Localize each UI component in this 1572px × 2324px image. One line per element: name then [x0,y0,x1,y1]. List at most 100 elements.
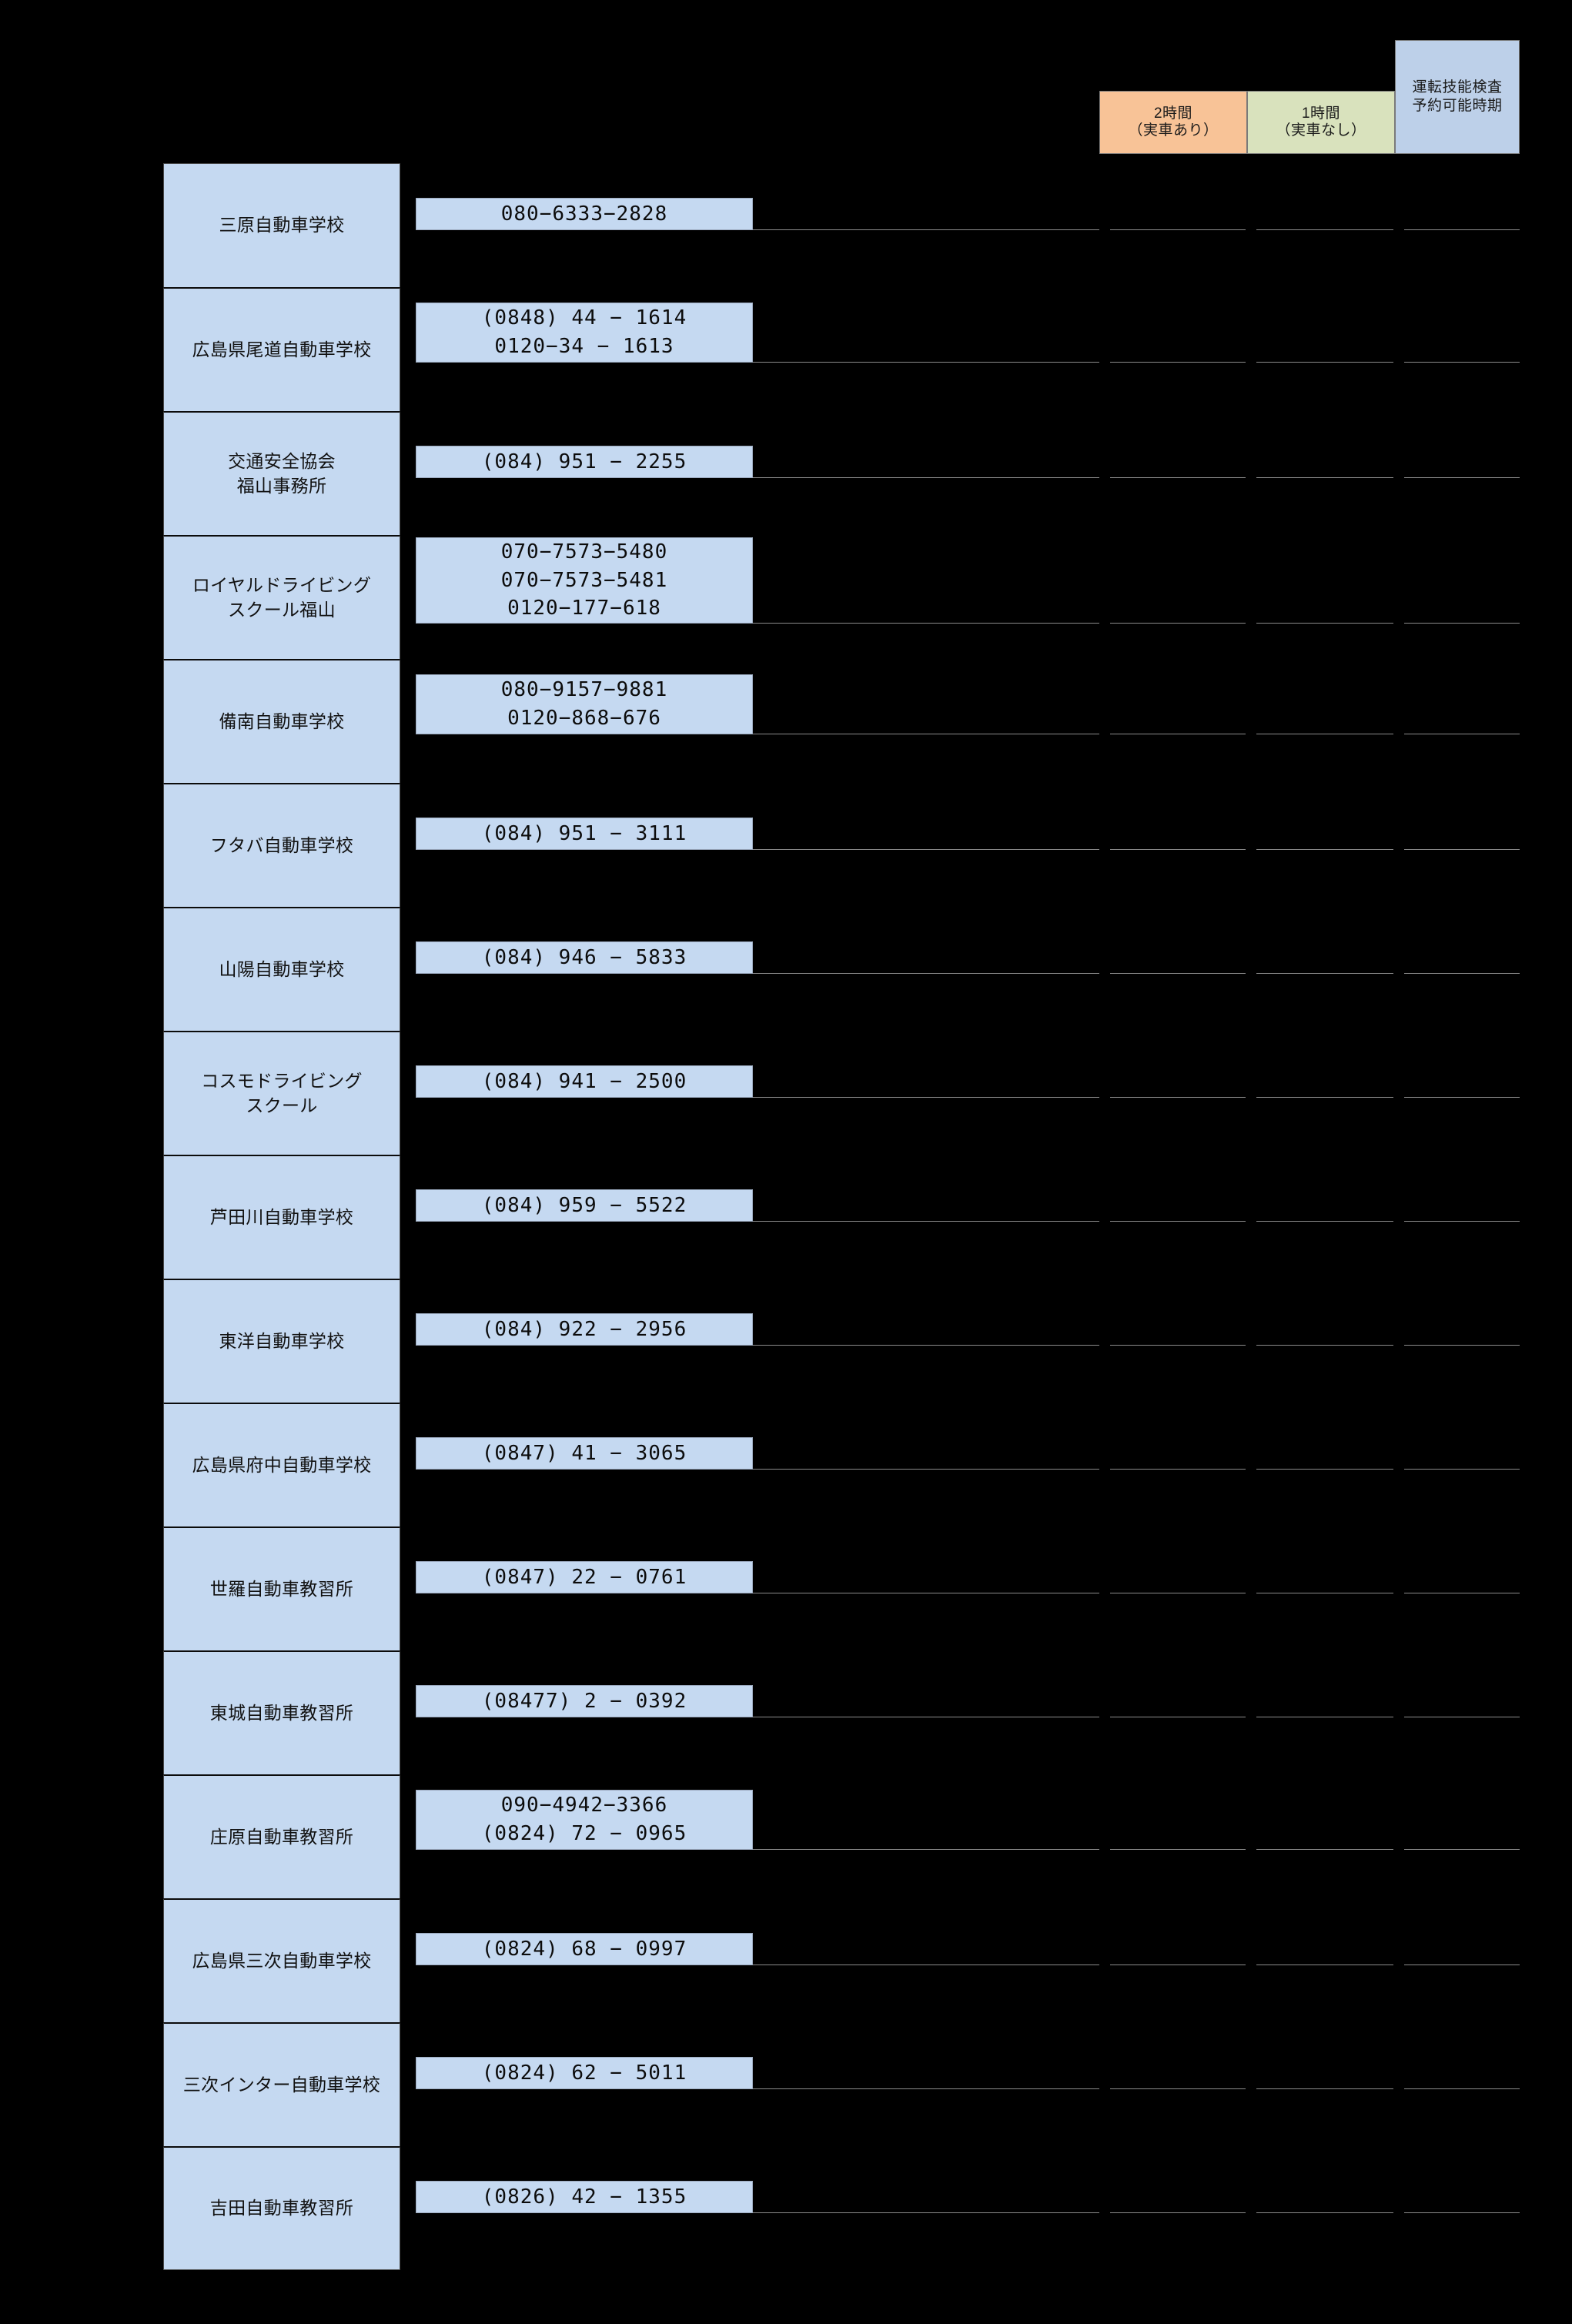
exam-header-line1: 運転技能検査 [1412,79,1503,96]
legend: 2時間 （実車あり） 1時間 （実車なし） [1099,91,1395,154]
school-name-cell: 広島県尾道自動車学校 [163,287,400,411]
phone-number-cell: (0848) 44 − 1614 0120−34 − 1613 [416,303,753,363]
phone-number: 070−7573−5481 [500,568,668,592]
phone-number: 0120−868−676 [507,707,661,730]
phone-number: (0847) 22 − 0761 [481,1565,687,1589]
phone-number-cell: (084) 951 − 2255 [416,446,753,478]
school-name-line: 芦田川自動車学校 [209,1206,354,1227]
school-name-line: 山陽自動車学校 [219,958,345,979]
grid-rule [1404,1469,1520,1470]
exam-reservation-period-header: 運転技能検査 予約可能時期 [1395,40,1520,154]
grid-rule [1256,849,1393,850]
phone-number: (08477) 2 − 0392 [481,1689,687,1713]
grid-rule [1256,2212,1393,2213]
table-row: 広島県三次自動車学校 (0824) 68 − 0997 [163,1898,1520,2022]
school-name-line: 広島県三次自動車学校 [192,1950,372,1971]
phone-number: 090−4942−3366 [500,1794,668,1817]
grid-rule [1110,2088,1246,2089]
grid-rule [1110,623,1246,624]
grid-rule [1110,1097,1246,1098]
school-name-line: 広島県府中自動車学校 [192,1454,372,1475]
table-row: 広島県府中自動車学校 (0847) 41 − 3065 [163,1403,1520,1526]
phone-number: 0120−177−618 [507,597,661,620]
school-name-cell: 庄原自動車教習所 [163,1774,400,1898]
table-row: 芦田川自動車学校 (084) 959 − 5522 [163,1155,1520,1279]
school-name-cell: 広島県三次自動車学校 [163,1898,400,2022]
grid-rule [753,362,1099,363]
grid-rule [753,229,1099,230]
grid-rule [1110,1345,1246,1346]
phone-number: (0848) 44 − 1614 [481,306,687,330]
grid-rule [753,2088,1099,2089]
grid-rule [1256,477,1393,478]
school-name-line: コスモドライビング [201,1070,363,1091]
grid-rule [1404,362,1520,363]
phone-number-cell: (0824) 62 − 5011 [416,2057,753,2089]
driving-school-table: 三原自動車学校 080−6333−2828 広島県尾道自動車学校 (0848) 44 … [163,163,1520,2270]
grid-rule [753,1345,1099,1346]
table-row: 東城自動車教習所 (08477) 2 − 0392 [163,1650,1520,1774]
grid-rule [1404,623,1520,624]
phone-number: 080−9157−9881 [500,678,668,702]
table-row: 庄原自動車教習所 090−4942−3366 (0824) 72 − 0965 [163,1774,1520,1898]
table-row: フタバ自動車学校 (084) 951 − 3111 [163,783,1520,907]
school-name-line: 三原自動車学校 [219,215,345,236]
grid-rule [1256,229,1393,230]
school-name-cell: ロイヤルドライビング スクール福山 [163,535,400,659]
grid-rule [1110,1849,1246,1850]
phone-number: 080−6333−2828 [500,202,668,226]
phone-number: (084) 922 − 2956 [481,1317,687,1341]
grid-rule [1256,362,1393,363]
school-name-line: 東城自動車教習所 [209,1702,354,1723]
grid-rule [1404,1097,1520,1098]
table-row: 備南自動車学校 080−9157−9881 0120−868−676 [163,659,1520,783]
phone-number-cell: (084) 951 − 3111 [416,818,753,850]
grid-rule [1256,1345,1393,1346]
table-row: コスモドライビング スクール (084) 941 − 2500 [163,1031,1520,1155]
school-name-line: スクール [246,1095,318,1115]
grid-rule [1404,1221,1520,1222]
phone-number-cell: (084) 922 − 2956 [416,1313,753,1346]
phone-number: (0826) 42 − 1355 [481,2185,687,2209]
school-name-line: 備南自動車学校 [219,711,345,731]
school-name-cell: フタバ自動車学校 [163,783,400,907]
school-name-line: 世羅自動車教習所 [209,1578,354,1599]
school-name-line: フタバ自動車学校 [209,834,354,855]
phone-number-cell: (0824) 68 − 0997 [416,1933,753,1965]
phone-number: (084) 951 − 2255 [481,450,687,473]
grid-rule [1404,2212,1520,2213]
table-row: 東洋自動車学校 (084) 922 − 2956 [163,1279,1520,1403]
grid-rule [1110,362,1246,363]
school-name-cell: 吉田自動車教習所 [163,2146,400,2270]
exam-header-line2: 予約可能時期 [1412,98,1503,114]
school-name-cell: 三原自動車学校 [163,163,400,287]
school-name-line: スクール福山 [228,599,336,620]
phone-number-cell: (0826) 42 − 1355 [416,2181,753,2213]
grid-rule [753,477,1099,478]
grid-rule [753,973,1099,974]
school-name-line: 三次インター自動車学校 [182,2074,381,2095]
grid-rule [1256,1469,1393,1470]
phone-number-cell: (084) 946 − 5833 [416,941,753,974]
grid-rule [1110,477,1246,478]
grid-rule [1256,2088,1393,2089]
phone-number: (0824) 72 − 0965 [481,1822,687,1845]
grid-rule [1404,1849,1520,1850]
legend-two-hour-line1: 2時間 [1153,105,1193,122]
phone-number: (084) 946 − 5833 [481,945,687,969]
phone-number: (0847) 41 − 3065 [481,1441,687,1465]
grid-rule [1110,973,1246,974]
grid-rule [1256,973,1393,974]
table-row: 吉田自動車教習所 (0826) 42 − 1355 [163,2146,1520,2270]
grid-rule [1256,1097,1393,1098]
school-name-line: 広島県尾道自動車学校 [192,339,372,359]
phone-number: (084) 941 − 2500 [481,1069,687,1093]
grid-rule [753,849,1099,850]
school-name-cell: 交通安全協会 福山事務所 [163,411,400,535]
phone-number: (0824) 68 − 0997 [481,1937,687,1961]
school-name-line: 福山事務所 [236,475,327,496]
grid-rule [1404,849,1520,850]
table-row: 交通安全協会 福山事務所 (084) 951 − 2255 [163,411,1520,535]
phone-number-cell: 080−9157−9881 0120−868−676 [416,674,753,734]
school-name-cell: 備南自動車学校 [163,659,400,783]
